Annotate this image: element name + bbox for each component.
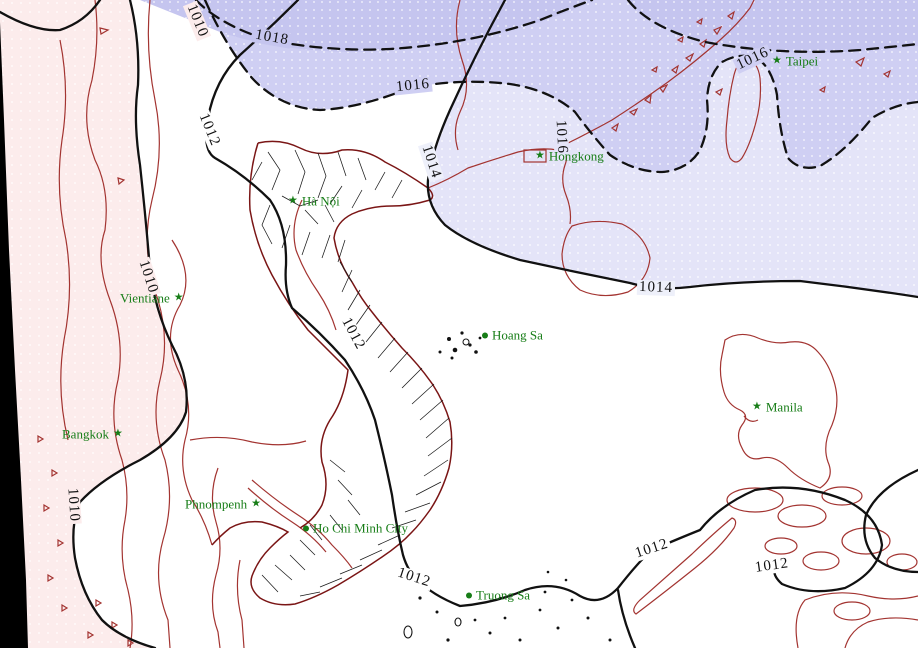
vietnam-coastline <box>211 140 453 606</box>
city-dot-icon <box>303 525 309 531</box>
city-ho-chi-minh-city: Ho Chi Minh City <box>303 522 408 535</box>
city-star-icon: ★ <box>251 497 261 510</box>
isobar-1018-west <box>194 0 594 51</box>
city-dot-icon <box>482 332 488 338</box>
city-label: Hoang Sa <box>492 327 543 343</box>
city-label: Hà Nội <box>301 193 340 209</box>
city-label: Hongkong <box>548 148 604 164</box>
isobar-1014 <box>426 0 918 299</box>
city-h-n-i: ★ Hà Nội <box>288 195 340 208</box>
city-dot-icon <box>466 592 472 598</box>
offmap-wedge <box>0 22 28 648</box>
city-star-icon: ★ <box>535 149 545 162</box>
isobar-1010 <box>72 0 188 648</box>
shade-above-1018 <box>140 0 918 53</box>
city-hongkong: ★ Hongkong <box>535 150 604 163</box>
isobar-1010-corner <box>0 0 102 32</box>
city-truong-sa: Truong Sa <box>466 589 530 602</box>
isobar-label-1014-7: 1014 <box>636 278 676 297</box>
isobar-label-1010-10: 1010 <box>64 485 83 525</box>
city-star-icon: ★ <box>752 400 762 413</box>
city-star-icon: ★ <box>173 291 184 304</box>
city-star-icon: ★ <box>288 194 298 207</box>
city-hoang-sa: Hoang Sa <box>482 329 543 342</box>
isobar-1012-right <box>863 468 918 574</box>
city-label: Bangkok <box>62 426 109 442</box>
city-manila: ★ Manila <box>752 401 803 414</box>
city-vientiane: Vientiane ★ <box>120 292 184 305</box>
city-label: Taipei <box>785 53 819 69</box>
isobar-1012-stub <box>616 588 637 648</box>
province-boundaries <box>251 149 453 597</box>
isobar-1016 <box>203 0 918 174</box>
isobar-1012 <box>205 0 884 608</box>
city-star-icon: ★ <box>112 427 123 440</box>
city-label: Truong Sa <box>476 587 531 603</box>
city-label: Phnompenh <box>185 496 248 512</box>
city-star-icon: ★ <box>772 54 782 67</box>
city-phnompenh: Phnompenh ★ <box>185 498 261 511</box>
coastlines-borders <box>37 0 918 648</box>
city-label: Manila <box>765 399 803 415</box>
city-taipei: ★ Taipei <box>772 55 818 68</box>
city-label: Vientiane <box>120 290 170 306</box>
city-label: Ho Chi Minh City <box>313 520 408 536</box>
city-bangkok: Bangkok ★ <box>62 428 123 441</box>
shade-below-1010 <box>0 0 187 648</box>
